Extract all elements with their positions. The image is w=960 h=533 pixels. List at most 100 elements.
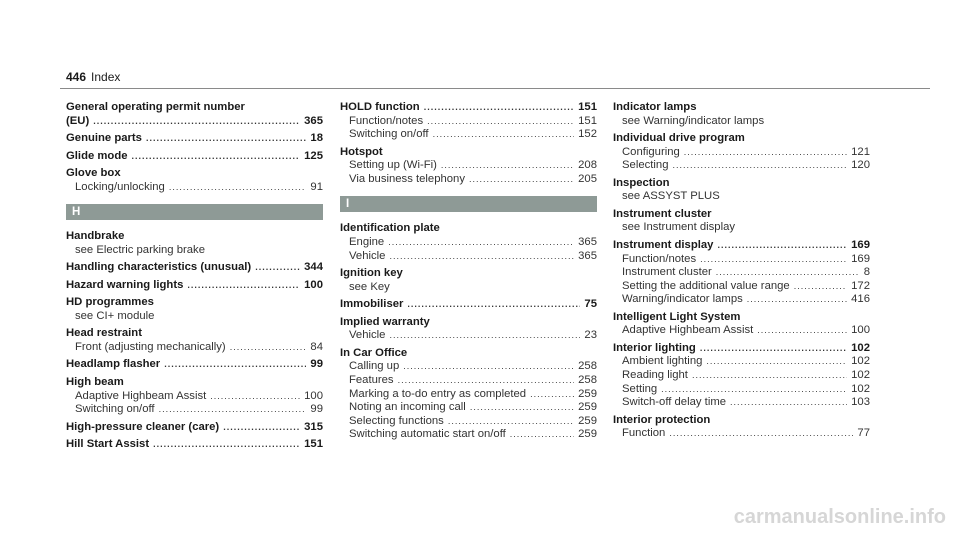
page-ref[interactable]: 169 (851, 252, 870, 265)
page-ref[interactable]: 102 (851, 382, 870, 395)
sub-entry[interactable]: Warning/indicator lamps 416 (613, 293, 870, 307)
sub-entry[interactable]: Marking a to-do entry as completed 259 (340, 388, 597, 402)
sub-entry[interactable]: Adaptive Highbeam Assist 100 (613, 324, 870, 338)
leader-dots (210, 390, 300, 404)
sub-entry[interactable]: Setting up (Wi-Fi) 208 (340, 159, 597, 173)
sub-entry[interactable]: Vehicle 365 (340, 250, 597, 264)
page-ref[interactable]: 102 (851, 355, 870, 368)
page-ref[interactable]: 102 (851, 341, 870, 354)
page-ref[interactable]: 23 (584, 329, 597, 342)
sub-entry[interactable]: Selecting functions 259 (340, 415, 597, 429)
index-entry: HOLD function151Function/notes151Switchi… (340, 101, 597, 142)
page-ref[interactable]: 151 (578, 101, 597, 113)
page-ref[interactable]: 205 (578, 172, 597, 185)
page-ref[interactable]: 103 (851, 396, 870, 409)
page-ref[interactable]: 151 (304, 438, 323, 451)
sub-entry[interactable]: Function/notes 169 (613, 253, 870, 267)
page-ref[interactable]: 208 (578, 159, 597, 172)
page-ref[interactable]: 365 (578, 236, 597, 249)
sub-entry[interactable]: Setting the additional value range 172 (613, 280, 870, 294)
sub-entry[interactable]: Function 77 (613, 427, 870, 441)
sub-entry[interactable]: Instrument cluster 8 (613, 266, 870, 280)
page-ref[interactable]: 169 (851, 238, 870, 251)
entry-text: Noting an incoming call (349, 401, 466, 414)
sub-entry[interactable]: Switching on/off 99 (66, 403, 323, 417)
page-ref[interactable]: 77 (857, 427, 870, 440)
entry-title: Instrument cluster (613, 208, 870, 222)
entry-title[interactable]: Genuine parts 18 (66, 132, 323, 146)
entry-title[interactable]: Hazard warning lights 100 (66, 279, 323, 293)
page-ref[interactable]: 125 (304, 149, 323, 162)
page-ref[interactable]: 121 (851, 145, 870, 158)
page-ref[interactable]: 91 (310, 180, 323, 193)
page-ref[interactable]: 259 (578, 428, 597, 441)
entry-title[interactable]: High-pressure cleaner (care) 315 (66, 421, 323, 435)
page-number: 446 (66, 70, 87, 84)
sub-entry[interactable]: Calling up 258 (340, 360, 597, 374)
page-ref[interactable]: 259 (578, 414, 597, 427)
entry-title[interactable]: Headlamp flasher 99 (66, 358, 323, 372)
page-ref[interactable]: 100 (304, 278, 323, 291)
page-ref[interactable]: 99 (310, 403, 323, 416)
page-ref[interactable]: 99 (310, 358, 323, 371)
sub-entry[interactable]: Noting an incoming call 259 (340, 401, 597, 415)
sub-entry[interactable]: Setting 102 (613, 383, 870, 397)
page-ref[interactable]: 258 (578, 360, 597, 373)
entry-title[interactable]: Handling characteristics (unusual) 344 (66, 261, 323, 275)
page-ref[interactable]: 100 (304, 389, 323, 402)
sub-entry[interactable]: Adaptive Highbeam Assist 100 (66, 390, 323, 404)
entry-title: Inspection (613, 177, 870, 191)
sub-entry[interactable]: Selecting 120 (613, 159, 870, 173)
sub-entry[interactable]: Engine 365 (340, 236, 597, 250)
page-ref[interactable]: 258 (578, 373, 597, 386)
page-ref[interactable]: 18 (310, 132, 323, 145)
entry-title[interactable]: Immobiliser 75 (340, 298, 597, 312)
entry-text: Identification plate (340, 222, 440, 235)
sub-entry[interactable]: Switching on/off 152 (340, 128, 597, 142)
sub-entry[interactable]: Via business telephony 205 (340, 173, 597, 187)
page-ref[interactable]: 152 (578, 128, 597, 141)
entry-title[interactable]: HOLD function 151 (340, 101, 597, 115)
page-ref[interactable]: 259 (578, 387, 597, 400)
entry-title[interactable]: Glide mode 125 (66, 150, 323, 164)
sub-entry[interactable]: Front (adjusting mechanically) 84 (66, 341, 323, 355)
page-ref[interactable]: 365 (578, 249, 597, 262)
leader-dots (424, 101, 574, 115)
sub-entry[interactable]: Vehicle 23 (340, 329, 597, 343)
page-ref[interactable]: 100 (851, 324, 870, 337)
page-ref[interactable]: 151 (578, 114, 597, 127)
entry-text: Indicator lamps (613, 101, 697, 113)
entry-text: HOLD function (340, 101, 420, 113)
page-ref[interactable]: 416 (851, 293, 870, 306)
sub-entry[interactable]: Configuring 121 (613, 146, 870, 160)
entry-title[interactable]: Instrument display 169 (613, 239, 870, 253)
sub-entry[interactable]: Switch-off delay time 103 (613, 396, 870, 410)
sub-entry[interactable]: Features 258 (340, 374, 597, 388)
entry-title[interactable]: Hill Start Assist 151 (66, 438, 323, 452)
sub-entry[interactable]: Function/notes 151 (340, 115, 597, 129)
index-entry: Immobiliser 75 (340, 298, 597, 312)
sub-entry[interactable]: Reading light 102 (613, 369, 870, 383)
page-ref[interactable]: 84 (310, 340, 323, 353)
entry-title[interactable]: Interior lighting 102 (613, 342, 870, 356)
entry-text: Headlamp flasher (66, 358, 161, 371)
page-ref[interactable]: 344 (304, 261, 323, 274)
sub-entry[interactable]: Locking/unlocking 91 (66, 181, 323, 195)
sub-entry[interactable]: Ambient lighting 102 (613, 355, 870, 369)
entry-text: Locking/unlocking (75, 180, 165, 193)
entry-title[interactable]: (EU) 365 (66, 115, 323, 129)
sub-entry: see Electric parking brake (66, 244, 323, 258)
entry-text: see CI+ module (75, 309, 155, 322)
page-ref[interactable]: 8 (863, 266, 870, 279)
page-ref[interactable]: 315 (304, 420, 323, 433)
leader-dots (794, 280, 847, 294)
index-column-2: HOLD function151Function/notes151Switchi… (340, 101, 597, 446)
page-ref[interactable]: 365 (304, 114, 323, 127)
page-ref[interactable]: 102 (851, 369, 870, 382)
sub-entry[interactable]: Switching automatic start on/off 259 (340, 428, 597, 442)
page-ref[interactable]: 75 (584, 298, 597, 311)
page-ref[interactable]: 120 (851, 159, 870, 172)
entry-text: see Warning/indicator lamps (622, 114, 765, 127)
page-ref[interactable]: 259 (578, 401, 597, 414)
page-ref[interactable]: 172 (851, 279, 870, 292)
